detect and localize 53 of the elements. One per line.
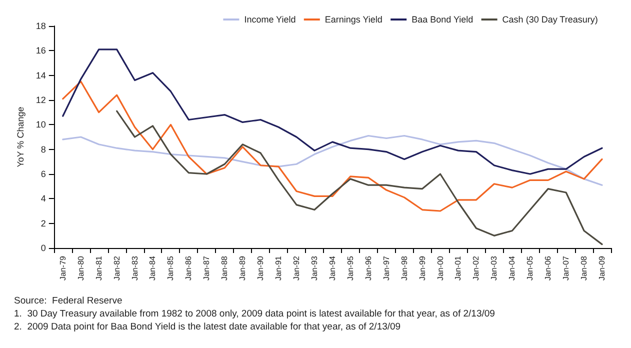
source-note: Source: Federal Reserve [14,296,122,306]
y-tick-label: 8 [40,144,46,154]
x-tick-label: Jan-01 [454,255,463,280]
y-tick-label: 0 [40,243,46,253]
legend-label: Earnings Yield [324,14,382,24]
x-tick-label: Jan-03 [490,255,499,280]
x-tick-label: Jan-87 [202,255,212,280]
x-tick-label: Jan-86 [184,255,194,280]
text: 2. 2009 Data point for Baa Bond Yield is the latest date available for that year, as of 2/13/09 [14,322,401,332]
legend-label: Income Yield [244,14,296,24]
text: 1. 30 Day Treasury available from 1982 to 2008 only, 2009 data point is latest available for that year, as of 2/13/09 [14,308,495,320]
x-tick-label: Jan-92 [292,255,302,280]
x-tick-label: Jan-82 [112,255,122,280]
legend-label: Baa Bond Yield [412,14,474,24]
x-tick-label: Jan-97 [382,255,391,280]
line-series [116,110,603,246]
y-tick-label: 18 [36,21,46,31]
y-tick-label: 2 [40,218,46,228]
x-tick-label: Jan-91 [274,255,284,280]
x-tick-label: Jan-93 [310,255,319,280]
x-tick-label: Jan-81 [94,255,104,280]
line-series [62,134,603,186]
y-axis-title: YoY % Change [16,106,26,168]
x-tick-label: Jan-83 [130,255,140,280]
line-series [62,80,603,212]
x-tick-label: Jan-09 [598,255,607,280]
x-tick-label: Jan-05 [526,255,535,280]
x-tick-label: Jan-06 [544,255,553,280]
x-tick-label: Jan-08 [580,255,589,280]
x-tick-label: Jan-04 [508,255,517,280]
x-tick-label: Jan-79 [58,255,68,280]
x-tick-label: Jan-85 [166,255,176,280]
x-tick-label: Jan-96 [364,255,373,280]
x-tick-label: Jan-02 [472,255,481,280]
y-tick-label: 10 [36,120,46,130]
x-tick-label: Jan-84 [148,255,158,280]
x-tick-label: Jan-95 [346,255,355,280]
x-tick-label: Jan-00 [436,255,445,280]
x-tick-label: Jan-94 [328,255,337,280]
x-tick-label: Jan-88 [220,255,230,280]
x-tick-label: Jan-99 [418,255,427,280]
line-series [62,48,603,175]
y-tick-label: 16 [36,46,46,56]
x-tick-label: Jan-07 [562,255,571,280]
y-tick-label: 6 [40,169,46,179]
x-tick-label: Jan-90 [256,255,266,280]
y-tick-label: 14 [36,70,46,80]
legend-label: Cash (30 Day Treasury) [502,14,598,24]
x-tick-label: Jan-89 [238,255,248,280]
y-tick-label: 4 [40,194,46,204]
x-tick-label: Jan-80 [76,255,86,280]
y-tick-label: 12 [36,95,46,105]
x-tick-label: Jan-98 [400,255,409,280]
